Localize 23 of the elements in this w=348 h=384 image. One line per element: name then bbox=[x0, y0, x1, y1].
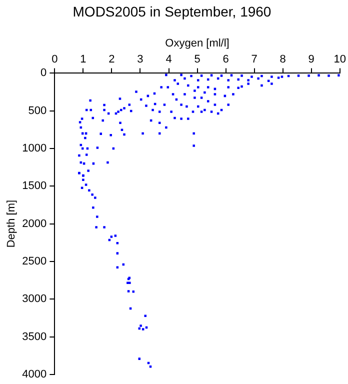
y-tick-label: 500 bbox=[28, 104, 47, 117]
y-tick-label: 2500 bbox=[22, 255, 47, 268]
x-tick-label: 5 bbox=[194, 54, 200, 66]
y-tick-label: 0 bbox=[40, 67, 47, 80]
x-tick-label: 3 bbox=[137, 54, 144, 66]
y-tick-label: 1500 bbox=[22, 180, 47, 192]
x-tick-label: 4 bbox=[166, 54, 172, 66]
y-tick-label: 2000 bbox=[22, 218, 47, 230]
y-tick-label: 3000 bbox=[22, 293, 47, 306]
x-tick-label: 2 bbox=[108, 54, 115, 66]
x-tick-label: 8 bbox=[280, 54, 286, 66]
x-tick-label: 0 bbox=[52, 54, 58, 66]
x-tick-label: 7 bbox=[251, 54, 258, 66]
x-axis-title: Oxygen [ml/l] bbox=[165, 37, 230, 50]
x-tick-label: 10 bbox=[334, 54, 346, 66]
chart-title: MODS2005 in September, 1960 bbox=[72, 3, 272, 20]
x-tick-label: 9 bbox=[308, 54, 314, 66]
y-tick-label: 4000 bbox=[22, 368, 47, 380]
x-tick-label: 1 bbox=[80, 54, 86, 66]
y-tick-label: 3500 bbox=[22, 330, 47, 343]
y-axis-title: Depth [m] bbox=[6, 200, 18, 248]
y-tick-label: 1000 bbox=[22, 142, 47, 155]
x-tick-label: 6 bbox=[222, 54, 229, 66]
